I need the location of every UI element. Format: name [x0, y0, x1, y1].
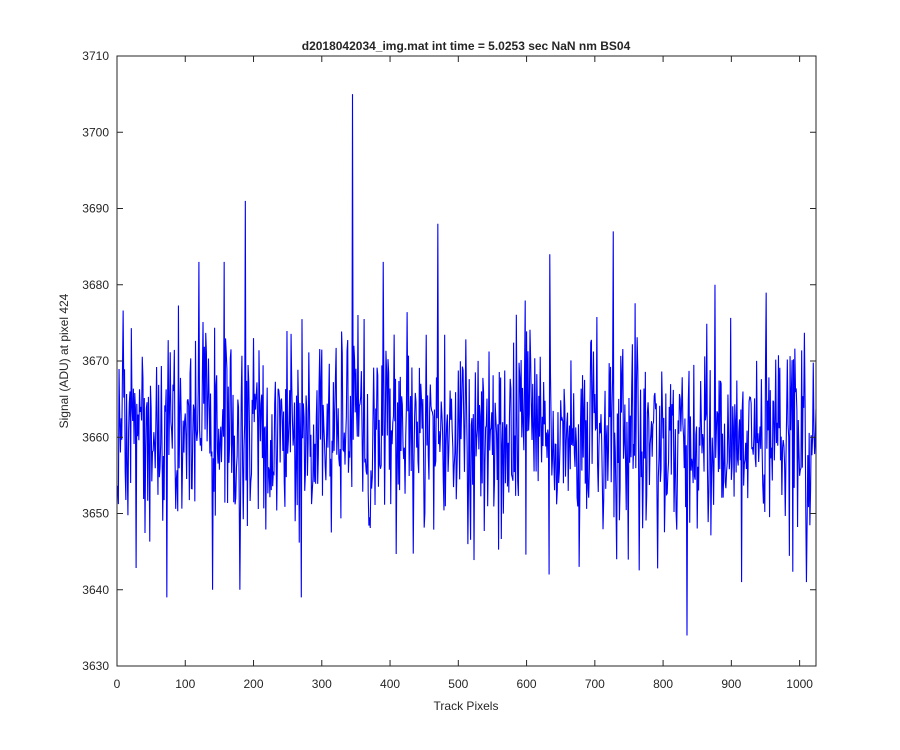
- x-tick-label: 1000: [786, 677, 813, 691]
- x-axis-label: Track Pixels: [434, 699, 499, 713]
- y-tick-label: 3710: [82, 49, 109, 63]
- y-tick-label: 3630: [82, 659, 109, 673]
- x-tick-label: 600: [517, 677, 537, 691]
- x-tick-label: 700: [585, 677, 605, 691]
- signal-series-line: [117, 94, 817, 636]
- y-tick-label: 3670: [82, 354, 109, 368]
- x-tick-label: 500: [448, 677, 468, 691]
- x-tick-label: 100: [175, 677, 195, 691]
- x-tick-label: 800: [653, 677, 673, 691]
- x-tick-label: 200: [244, 677, 264, 691]
- y-tick-label: 3640: [82, 583, 109, 597]
- y-axis-label: Signal (ADU) at pixel 424: [57, 293, 71, 428]
- x-tick-label: 300: [312, 677, 332, 691]
- chart-title: d2018042034_img.mat int time = 5.0253 se…: [302, 39, 631, 53]
- x-tick-label: 900: [721, 677, 741, 691]
- x-tick-label: 0: [114, 677, 121, 691]
- data-series-layer: [117, 94, 817, 636]
- y-tick-label: 3690: [82, 202, 109, 216]
- y-tick-label: 3680: [82, 278, 109, 292]
- x-tick-label: 400: [380, 677, 400, 691]
- y-tick-label: 3660: [82, 430, 109, 444]
- ticks-layer: 0 100 200 300 400 500 600 700 800 900 1000 3630 3640…: [82, 49, 816, 691]
- y-tick-label: 3700: [82, 125, 109, 139]
- y-tick-label: 3650: [82, 507, 109, 521]
